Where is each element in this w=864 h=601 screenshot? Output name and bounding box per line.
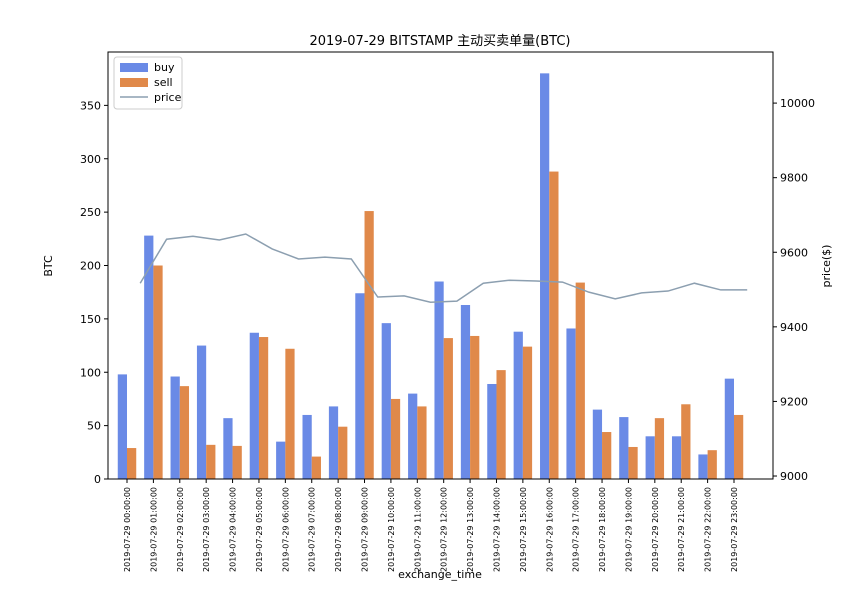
bar — [285, 348, 295, 479]
y-tick-label: 300 — [80, 153, 101, 166]
y-tick-label: 0 — [94, 473, 101, 486]
x-tick-label: 2019-07-29 10:00:00 — [387, 487, 396, 572]
bar — [470, 335, 480, 479]
x-tick-label: 2019-07-29 15:00:00 — [519, 487, 528, 572]
x-tick-label: 2019-07-29 16:00:00 — [545, 487, 554, 572]
y2-tick-label: 9800 — [780, 172, 808, 185]
bar — [522, 346, 533, 479]
x-tick-label: 2019-07-29 01:00:00 — [149, 487, 158, 572]
y2-tick-label: 9000 — [780, 470, 808, 483]
y2-tick-label: 9400 — [780, 321, 808, 334]
x-tick-label: 2019-07-29 19:00:00 — [624, 487, 633, 572]
bar — [249, 332, 259, 479]
bar — [328, 406, 339, 479]
bar — [575, 282, 585, 479]
y2-tick-label: 9600 — [780, 246, 808, 259]
x-tick-label: 2019-07-29 08:00:00 — [334, 487, 343, 572]
bar — [144, 235, 154, 479]
y-axis-label: BTC — [42, 255, 55, 277]
bar — [698, 454, 708, 479]
bar — [628, 446, 638, 479]
bar — [654, 418, 665, 479]
bar — [170, 376, 180, 479]
x-tick-label: 2019-07-29 11:00:00 — [413, 487, 422, 572]
x-tick-label: 2019-07-29 21:00:00 — [677, 487, 686, 572]
bar — [258, 337, 269, 479]
x-tick-label: 2019-07-29 20:00:00 — [651, 487, 660, 572]
bar — [434, 281, 444, 479]
bar — [671, 436, 682, 479]
x-tick-label: 2019-07-29 06:00:00 — [281, 487, 290, 572]
x-tick-label: 2019-07-29 00:00:00 — [123, 487, 132, 572]
x-tick-label: 2019-07-29 17:00:00 — [572, 487, 581, 572]
chart-title: 2019-07-29 BITSTAMP 主动买卖单量(BTC) — [310, 34, 571, 49]
bar — [302, 414, 312, 479]
y-tick-label: 100 — [80, 366, 101, 379]
x-tick-label: 2019-07-29 05:00:00 — [255, 487, 264, 572]
bar — [645, 436, 655, 479]
bar — [232, 445, 242, 479]
bar — [460, 304, 471, 479]
bar — [602, 432, 612, 479]
bar — [276, 441, 286, 479]
price-line — [139, 233, 748, 303]
y-tick-label: 250 — [80, 206, 101, 219]
bar — [311, 456, 321, 479]
x-tick-label: 2019-07-29 03:00:00 — [202, 487, 211, 572]
bar — [592, 409, 603, 479]
y-tick-label: 50 — [87, 420, 101, 433]
bar — [681, 404, 691, 479]
bar — [619, 417, 629, 479]
x-tick-label: 2019-07-29 13:00:00 — [466, 487, 475, 572]
bar — [179, 386, 190, 479]
y-tick-label: 200 — [80, 260, 101, 273]
bar — [355, 293, 365, 479]
x-tick-label: 2019-07-29 22:00:00 — [704, 487, 713, 572]
y2-axis-label: price($) — [820, 245, 833, 288]
bar — [549, 171, 559, 479]
legend-label: buy — [154, 61, 175, 74]
x-tick-label: 2019-07-29 12:00:00 — [440, 487, 449, 572]
x-axis-label: exchange_time — [398, 568, 482, 581]
bar — [540, 73, 550, 479]
x-tick-label: 2019-07-29 09:00:00 — [361, 487, 370, 572]
x-tick-label: 2019-07-29 18:00:00 — [598, 487, 607, 572]
bar — [381, 323, 391, 479]
bar — [408, 393, 418, 479]
bar — [496, 370, 506, 479]
bar — [707, 450, 717, 479]
bar — [117, 374, 127, 479]
bar — [734, 414, 744, 479]
x-tick-label: 2019-07-29 07:00:00 — [308, 487, 317, 572]
bar — [206, 444, 216, 479]
x-tick-label: 2019-07-29 02:00:00 — [176, 487, 185, 572]
legend-label: sell — [154, 76, 173, 89]
bar — [153, 265, 163, 479]
bar — [443, 338, 453, 479]
x-tick-label: 2019-07-29 14:00:00 — [492, 487, 501, 572]
bar — [513, 331, 523, 479]
y2-tick-label: 10000 — [780, 97, 815, 110]
x-tick-label: 2019-07-29 04:00:00 — [229, 487, 238, 572]
bar — [338, 426, 348, 479]
y-tick-label: 350 — [80, 99, 101, 112]
legend-swatch — [120, 63, 148, 72]
x-tick-label: 2019-07-29 23:00:00 — [730, 487, 739, 572]
bar — [196, 345, 207, 479]
legend: buy sell price — [113, 56, 183, 110]
legend-label: price — [154, 91, 182, 104]
bar — [724, 378, 734, 479]
legend-swatch — [120, 78, 148, 87]
bar — [364, 211, 374, 479]
bar — [487, 383, 497, 479]
bar — [223, 418, 233, 479]
y2-tick-label: 9200 — [780, 395, 808, 408]
bar — [417, 406, 427, 479]
bar — [127, 448, 137, 479]
bar — [566, 328, 576, 479]
bar — [390, 398, 401, 479]
y-tick-label: 150 — [80, 313, 101, 326]
